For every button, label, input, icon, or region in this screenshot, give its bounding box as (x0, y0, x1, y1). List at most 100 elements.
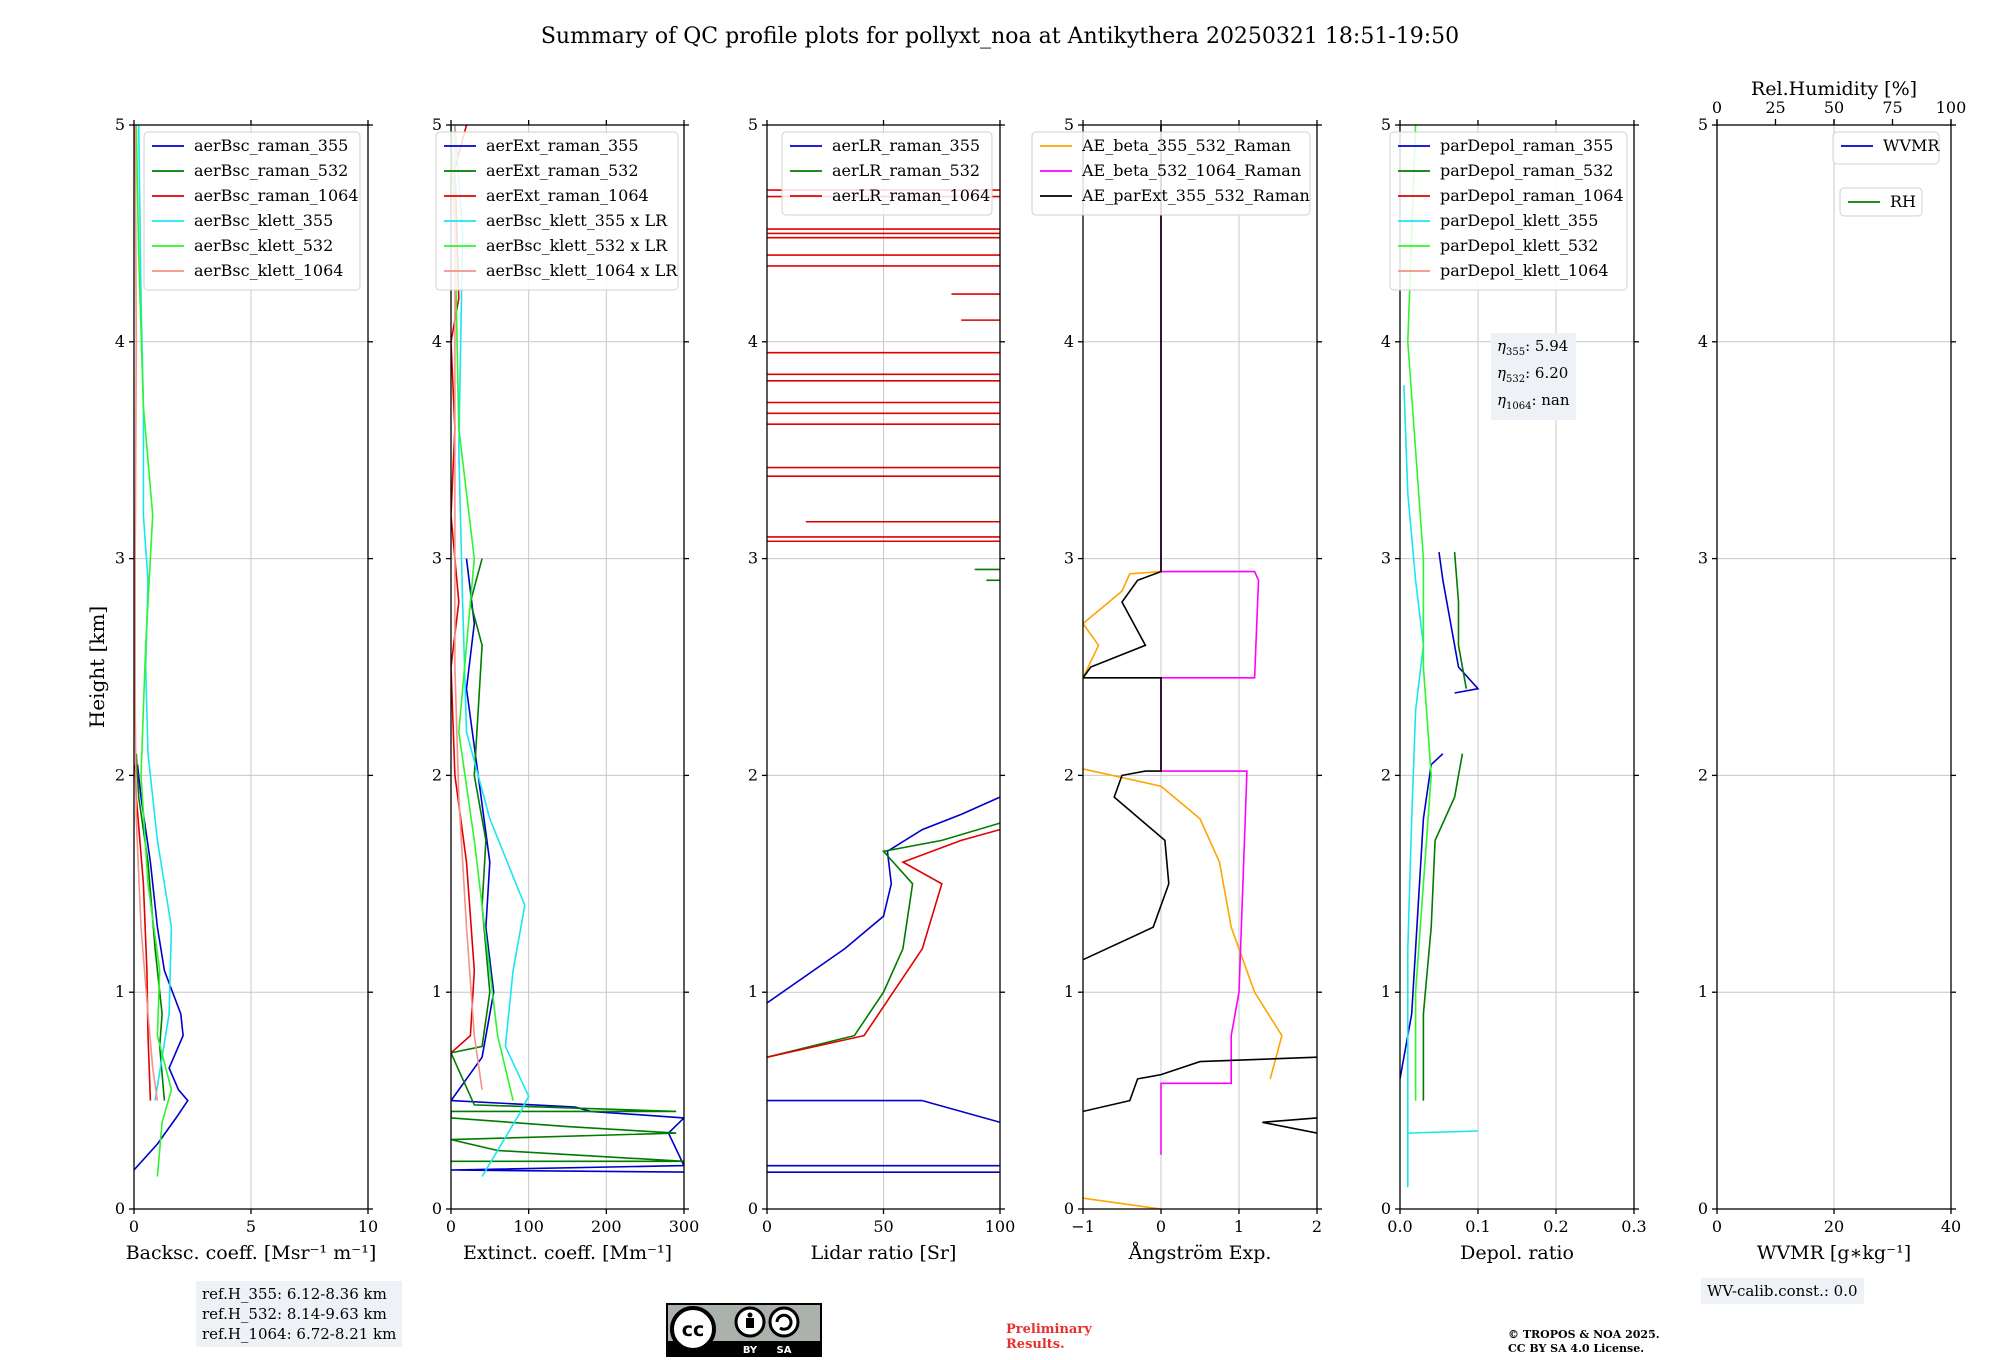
cc-sa-label: SA (777, 1345, 792, 1356)
legend-label-aerBsc_klett_355: aerBsc_klett_355 (194, 211, 333, 230)
y-tick-label: 3 (432, 549, 442, 568)
legend-label-parDepol_raman_532: parDepol_raman_532 (1440, 161, 1613, 180)
y-tick-label: 2 (115, 765, 125, 784)
series-line-aerLR_raman_532 (767, 822, 1000, 1058)
x-tick-label: 300 (669, 1217, 700, 1236)
x-tick-label: 2 (1312, 1217, 1322, 1236)
top-x-tick-label: 100 (1936, 98, 1967, 117)
y-tick-label: 0 (432, 1199, 442, 1218)
series-line-AE_parExt_355_532_Raman (1083, 125, 1317, 1134)
y-tick-label: 3 (1698, 549, 1708, 568)
series-line-parDepol_raman_355 (1400, 551, 1480, 1080)
series-line-aerBsc_klett_532 x LR (451, 125, 514, 1101)
plot-area (767, 189, 1000, 1173)
series-line-AE_beta_532_1064_Raman (1160, 125, 1260, 1155)
y-tick-label: 4 (1381, 332, 1391, 351)
chart-panel-6: 0 20 40 0 1 2 3 4 5 WVMR [g∗kg⁻¹] 0 25 50 75 100 Rel.Hu… (1698, 78, 1966, 1264)
wv-calib-text: WV-calib.const.: 0.0 (1707, 1282, 1858, 1300)
legend-label-AE_beta_355_532_Raman: AE_beta_355_532_Raman (1081, 136, 1291, 155)
ref-height-355: ref.H_355: 6.12-8.36 km (202, 1285, 387, 1303)
legend-label-RH: RH (1890, 192, 1916, 211)
x-axis-label: Ångström Exp. (1128, 1242, 1272, 1264)
preliminary-line-2: Results. (1006, 1337, 1065, 1352)
chart-panel-3: 0 50 100 0 1 2 3 4 5 Lidar ratio [Sr] aerLR_raman_… (748, 115, 1015, 1264)
ref-height-1064: ref.H_1064: 6.72-8.21 km (202, 1325, 397, 1343)
y-tick-label: 5 (1698, 115, 1708, 134)
y-tick-label: 1 (1064, 982, 1074, 1001)
eta-box: η355: 5.94 η532: 6.20 η1064: nan (1491, 333, 1576, 420)
y-tick-label: 0 (1064, 1199, 1074, 1218)
legend-label-parDepol_raman_1064: parDepol_raman_1064 (1440, 186, 1624, 205)
y-tick-label: 4 (748, 332, 758, 351)
chart-panel-2: 0 100 200 300 0 1 2 3 4 5 Extinct. coeff. [Mm⁻¹] ae… (432, 115, 699, 1264)
series-line-aerExt_raman_1064 (451, 125, 476, 1054)
cc-by-sa-badge: cc BY SA (666, 1303, 822, 1357)
x-tick-label: 100 (513, 1217, 544, 1236)
series-line-AE_beta_355_532_Raman (1083, 570, 1283, 1209)
legend-label-aerBsc_klett_1064 x LR: aerBsc_klett_1064 x LR (486, 261, 678, 280)
series-line-aerBsc_klett_1064 (134, 125, 159, 1101)
legend-label-aerExt_raman_532: aerExt_raman_532 (486, 161, 639, 180)
x-tick-label: 1 (1234, 1217, 1244, 1236)
series-line-aerBsc_klett_1064 x LR (454, 125, 483, 1090)
eta-1064-value: : nan (1531, 391, 1570, 409)
x-axis-label: Extinct. coeff. [Mm⁻¹] (463, 1242, 672, 1264)
y-tick-label: 0 (115, 1199, 125, 1218)
y-tick-label: 0 (748, 1199, 758, 1218)
chart-panel-5: 0.0 0.1 0.2 0.3 0 1 2 3 4 5 Depol. ratio parDepol_r… (1381, 115, 1647, 1264)
y-tick-label: 1 (1381, 982, 1391, 1001)
legend: AE_beta_355_532_Raman AE_beta_532_1064_Ra… (1031, 131, 1311, 216)
y-tick-label: 4 (1064, 332, 1074, 351)
top-x-axis-label: Rel.Humidity [%] (1751, 78, 1917, 100)
y-tick-label: 2 (1381, 765, 1391, 784)
eta-355-value: : 5.94 (1525, 337, 1569, 355)
x-axis-label: Lidar ratio [Sr] (811, 1242, 957, 1264)
axes-frame (1399, 124, 1635, 1210)
x-tick-label: 10 (358, 1217, 378, 1236)
x-tick-label: 50 (873, 1217, 893, 1236)
y-axis-label: Height [km] (85, 606, 109, 728)
y-tick-label: 3 (115, 549, 125, 568)
series-line-aerBsc_raman_355 (134, 764, 189, 1171)
legend: aerBsc_raman_355 aerBsc_raman_532 aerBsc_r… (143, 131, 361, 291)
y-tick-label: 4 (432, 332, 442, 351)
x-tick-label: 40 (1941, 1217, 1961, 1236)
legend: WVMR (1832, 131, 1940, 165)
preliminary-line-1: Preliminary (1006, 1322, 1092, 1337)
preliminary-note: Preliminary Results. (1006, 1322, 1092, 1352)
x-tick-label: 0.1 (1465, 1217, 1490, 1236)
legend-label-parDepol_raman_355: parDepol_raman_355 (1440, 136, 1613, 155)
legend-label-aerBsc_klett_532 x LR: aerBsc_klett_532 x LR (486, 236, 668, 255)
axes-frame (450, 124, 685, 1210)
legend-label-aerBsc_klett_1064: aerBsc_klett_1064 (194, 261, 343, 280)
series-line-aerLR_raman_1064 (767, 828, 1000, 1058)
sa-icon (768, 1306, 800, 1338)
y-tick-label: 4 (115, 332, 125, 351)
cc-by-label: BY (743, 1345, 758, 1356)
wv-calib-box: WV-calib.const.: 0.0 (1701, 1278, 1864, 1304)
y-tick-label: 5 (1381, 115, 1391, 134)
chart-panel-1: 0 5 10 0 1 2 3 4 5 Backsc. coeff. [Msr⁻¹ m⁻¹] Heig… (85, 115, 378, 1264)
y-tick-label: 1 (748, 982, 758, 1001)
x-tick-label: 0.2 (1543, 1217, 1568, 1236)
x-tick-label: 200 (591, 1217, 622, 1236)
legend-label-parDepol_klett_532: parDepol_klett_532 (1440, 236, 1598, 255)
legend-label-aerBsc_raman_1064: aerBsc_raman_1064 (194, 186, 359, 205)
legend: RH (1839, 187, 1923, 217)
plot-area (451, 125, 684, 1177)
legend-label-aerLR_raman_1064: aerLR_raman_1064 (832, 186, 990, 205)
legend-label-aerLR_raman_355: aerLR_raman_355 (832, 136, 980, 155)
y-tick-label: 2 (748, 765, 758, 784)
y-tick-label: 1 (115, 982, 125, 1001)
x-tick-label: 0 (762, 1217, 772, 1236)
x-tick-label: 100 (985, 1217, 1016, 1236)
series-line-aerExt_raman_355 (451, 558, 684, 1173)
eta-355: η355: 5.94 (1497, 337, 1569, 358)
y-tick-label: 2 (432, 765, 442, 784)
copyright-note: © TROPOS & NOA 2025. CC BY SA 4.0 Licens… (1508, 1328, 1660, 1356)
legend-label-aerLR_raman_532: aerLR_raman_532 (832, 161, 980, 180)
x-axis-label: Backsc. coeff. [Msr⁻¹ m⁻¹] (126, 1242, 377, 1264)
x-axis-label: WVMR [g∗kg⁻¹] (1757, 1242, 1911, 1264)
y-tick-label: 1 (1698, 982, 1708, 1001)
